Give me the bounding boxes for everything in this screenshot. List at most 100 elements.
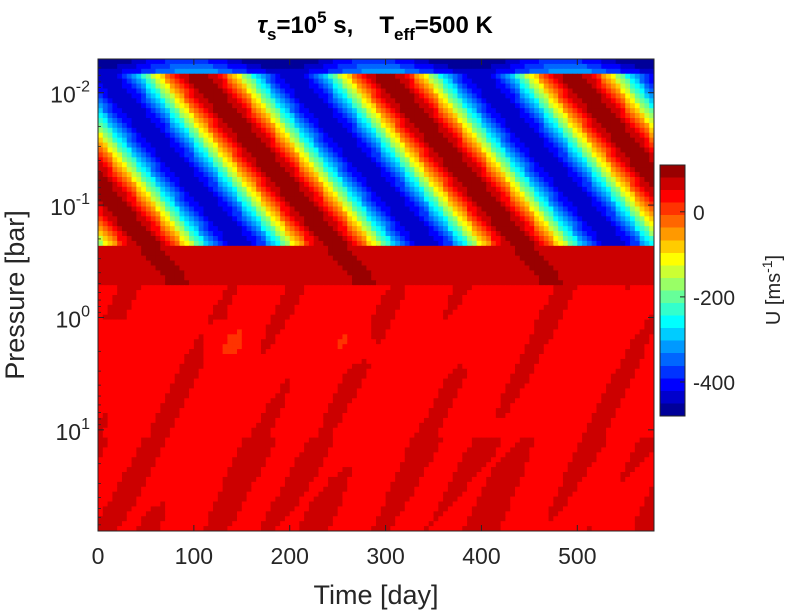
- heatmap-cell: [251, 240, 257, 247]
- heatmap-cell: [505, 152, 511, 158]
- heatmap-cell: [548, 162, 554, 168]
- heatmap-cell: [433, 236, 439, 242]
- heatmap-cell: [601, 250, 607, 257]
- heatmap-cell: [126, 122, 133, 129]
- heatmap-cell: [433, 132, 439, 139]
- heatmap-cell: [443, 172, 449, 178]
- heatmap-cell: [553, 167, 559, 173]
- heatmap-cell: [481, 245, 487, 252]
- heatmap-cell: [486, 137, 492, 144]
- heatmap-cell: [102, 191, 109, 198]
- heatmap-cell: [438, 167, 444, 173]
- heatmap-cell: [366, 108, 372, 114]
- heatmap-cell: [495, 201, 502, 208]
- heatmap-cell: [352, 147, 358, 154]
- heatmap-cell: [524, 63, 530, 70]
- heatmap-cell: [227, 98, 233, 104]
- heatmap-cell: [395, 152, 401, 158]
- heatmap-cell: [625, 157, 631, 163]
- heatmap-cell: [548, 142, 554, 149]
- heatmap-cell: [399, 68, 406, 75]
- heatmap-cell: [457, 201, 463, 208]
- heatmap-cell: [107, 103, 113, 109]
- heatmap-cell: [237, 122, 243, 129]
- heatmap-cell: [179, 142, 185, 149]
- heatmap-cell: [591, 181, 598, 188]
- heatmap-cell: [342, 122, 348, 129]
- heatmap-cell: [428, 201, 435, 208]
- heatmap-cell: [289, 240, 296, 247]
- heatmap-cell: [610, 68, 617, 75]
- heatmap-cell: [548, 231, 554, 237]
- heatmap-cell: [213, 127, 219, 134]
- heatmap-cell: [193, 172, 200, 178]
- heatmap-cell: [567, 132, 574, 139]
- heatmap-cell: [376, 147, 382, 154]
- heatmap-cell: [232, 167, 238, 173]
- heatmap-cell: [227, 177, 233, 183]
- heatmap-cell: [452, 181, 459, 188]
- heatmap-cell: [548, 240, 554, 247]
- heatmap-cell: [352, 196, 358, 203]
- heatmap-cell: [625, 127, 631, 134]
- heatmap-cell: [308, 73, 315, 80]
- heatmap-cell: [222, 108, 229, 114]
- heatmap-cell: [428, 93, 435, 99]
- heatmap-cell: [284, 236, 291, 242]
- heatmap-cell: [356, 68, 363, 75]
- heatmap-cell: [294, 191, 300, 198]
- heatmap-cell: [399, 78, 406, 85]
- heatmap-cell: [380, 132, 387, 139]
- heatmap-cell: [495, 236, 502, 242]
- heatmap-cell: [591, 152, 598, 158]
- heatmap-cell: [419, 152, 425, 158]
- heatmap-cell: [165, 191, 171, 198]
- heatmap-cell: [572, 181, 578, 188]
- heatmap-cell: [213, 196, 219, 203]
- heatmap-cell: [208, 73, 214, 80]
- heatmap-cell: [169, 118, 176, 124]
- heatmap-cell: [510, 231, 516, 237]
- heatmap-cell: [553, 73, 559, 80]
- heatmap-cell: [121, 103, 128, 109]
- heatmap-cell: [582, 172, 588, 178]
- heatmap-cell: [606, 78, 612, 85]
- heatmap-cell: [443, 240, 449, 247]
- heatmap-cell: [265, 206, 272, 213]
- heatmap-cell: [352, 162, 358, 168]
- heatmap-cell: [102, 206, 109, 213]
- heatmap-cell: [217, 152, 224, 158]
- heatmap-cell: [328, 245, 334, 252]
- heatmap-cell: [414, 118, 420, 124]
- heatmap-cell: [519, 98, 526, 104]
- heatmap-cell: [328, 216, 334, 222]
- heatmap-cell: [141, 93, 147, 99]
- heatmap-cell: [529, 216, 535, 222]
- heatmap-cell: [313, 68, 320, 75]
- heatmap-cell: [323, 260, 329, 267]
- heatmap-cell: [318, 157, 324, 163]
- heatmap-cell: [251, 211, 257, 217]
- heatmap-cell: [543, 118, 550, 124]
- heatmap-cell: [505, 93, 511, 99]
- heatmap-cell: [543, 162, 550, 168]
- heatmap-cell: [572, 122, 578, 129]
- heatmap-cell: [213, 191, 219, 198]
- heatmap-cell: [601, 68, 607, 75]
- heatmap-cell: [376, 152, 382, 158]
- heatmap-cell: [558, 240, 564, 247]
- heatmap-cell: [184, 250, 190, 257]
- heatmap-cell: [352, 98, 358, 104]
- heatmap-cell: [467, 186, 473, 193]
- heatmap-cell: [189, 206, 195, 213]
- heatmap-cell: [500, 211, 507, 217]
- heatmap-cell: [270, 245, 276, 252]
- heatmap-cell: [299, 142, 305, 149]
- heatmap-cell: [462, 245, 468, 252]
- heatmap-cell: [280, 167, 286, 173]
- heatmap-cell: [141, 181, 147, 188]
- heatmap-cell: [486, 255, 492, 262]
- heatmap-cell: [112, 196, 118, 203]
- heatmap-cell: [193, 240, 200, 247]
- heatmap-cell: [117, 59, 123, 65]
